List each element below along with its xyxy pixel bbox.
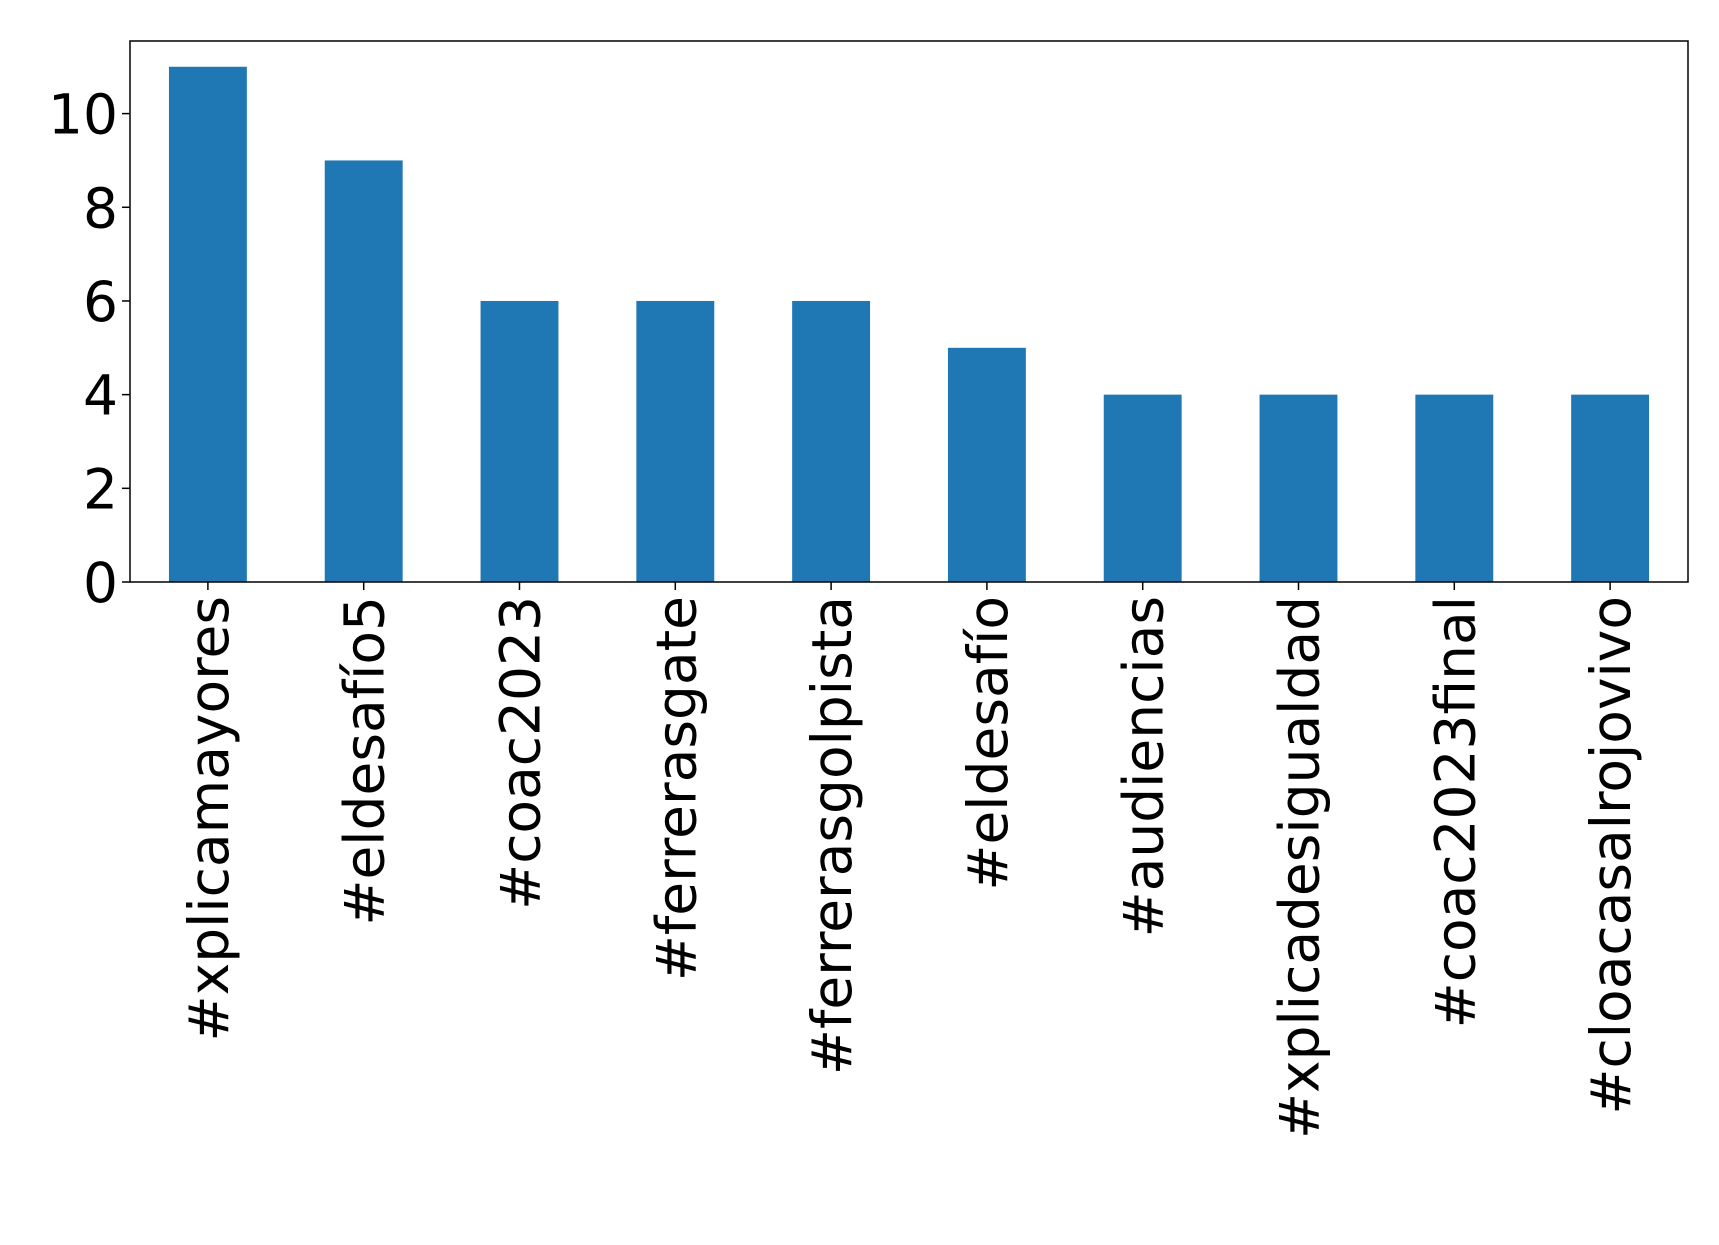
x-tick-label: #xplicamayores: [177, 596, 241, 1041]
x-tick-label: #xplicadesigualdad: [1268, 596, 1332, 1139]
x-tick-label: #eldesafío: [956, 596, 1020, 891]
plot-frame: [129, 40, 1689, 583]
y-tick-label: 8: [83, 176, 118, 240]
bar: [1415, 394, 1494, 582]
x-tick-label: #ferrerasgate: [644, 596, 708, 981]
bar: [168, 66, 247, 582]
y-tick-label: 10: [48, 83, 118, 147]
x-tick-label: #coac2023: [489, 596, 553, 910]
y-tick-label: 0: [83, 551, 118, 615]
x-tick-label: #ferrerasgolpista: [800, 596, 864, 1075]
bar: [1259, 394, 1338, 582]
x-tick-label: #coac2023final: [1423, 596, 1487, 1028]
bar: [480, 300, 559, 582]
y-tick-label: 4: [83, 364, 118, 428]
bar: [324, 160, 403, 582]
x-tick-label: #cloacasalrojovivo: [1579, 596, 1643, 1115]
x-tick-label: #eldesafío5: [333, 596, 397, 926]
bar: [1571, 394, 1650, 582]
bar: [1103, 394, 1182, 582]
bar: [947, 347, 1026, 582]
y-tick-label: 6: [83, 270, 118, 334]
bar: [792, 300, 871, 582]
bar: [636, 300, 715, 582]
y-tick-label: 2: [83, 457, 118, 521]
x-tick-label: #audiencias: [1112, 596, 1176, 937]
